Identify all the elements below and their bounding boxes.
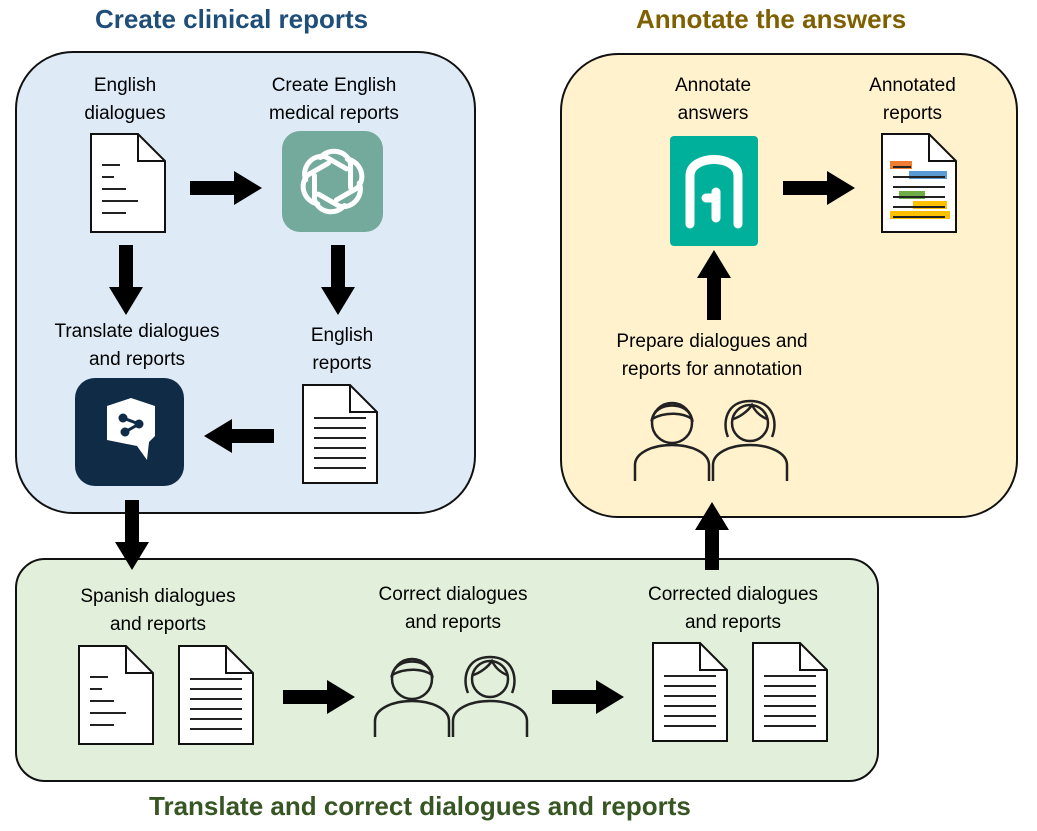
arrow-down-icon	[109, 245, 143, 315]
document-icon	[90, 133, 166, 233]
arrow-up-icon	[695, 502, 729, 570]
correct-label: Correct dialogues and reports	[378, 584, 528, 633]
annotated-document-icon	[881, 133, 957, 233]
arrow-up-icon	[697, 250, 731, 320]
annotation-tool-logo-icon	[670, 136, 758, 246]
arrow-down-icon	[321, 245, 355, 315]
openai-logo-icon	[282, 131, 383, 232]
spanish-label: Spanish dialogues and reports	[80, 586, 236, 635]
english-reports-label: English reports	[310, 325, 374, 374]
translate-step-label: Translate dialogues and reports	[54, 321, 220, 370]
two-people-icon	[633, 399, 789, 483]
create-section-title: Create clinical reports	[95, 4, 369, 34]
annotated-reports-label: Annotated reports	[869, 75, 956, 124]
document-icon	[652, 642, 728, 742]
corrected-label: Corrected dialogues and reports	[647, 584, 819, 633]
arrow-down-icon	[115, 500, 149, 570]
arrow-right-icon	[190, 171, 262, 205]
translate-section-title: Translate and correct dialogues and repo…	[149, 791, 691, 821]
translate-panel	[15, 558, 879, 782]
document-icon	[178, 645, 254, 745]
arrow-right-icon	[552, 680, 624, 714]
create-reports-label: Create English medical reports	[269, 75, 399, 124]
arrow-right-icon	[783, 171, 855, 205]
document-icon	[752, 642, 828, 742]
document-icon	[78, 645, 154, 745]
english-dialogues-label: English dialogues	[84, 75, 166, 124]
deepl-logo-icon	[75, 378, 184, 486]
annotate-section-title: Annotate the answers	[636, 4, 907, 34]
arrow-left-icon	[204, 419, 274, 453]
document-icon	[302, 384, 378, 484]
prepare-label: Prepare dialogues and reports for annotat…	[616, 331, 808, 380]
annotate-answers-label: Annotate answers	[674, 75, 752, 124]
annotate-panel	[560, 53, 1018, 518]
arrow-right-icon	[283, 680, 355, 714]
two-people-icon	[373, 655, 529, 739]
